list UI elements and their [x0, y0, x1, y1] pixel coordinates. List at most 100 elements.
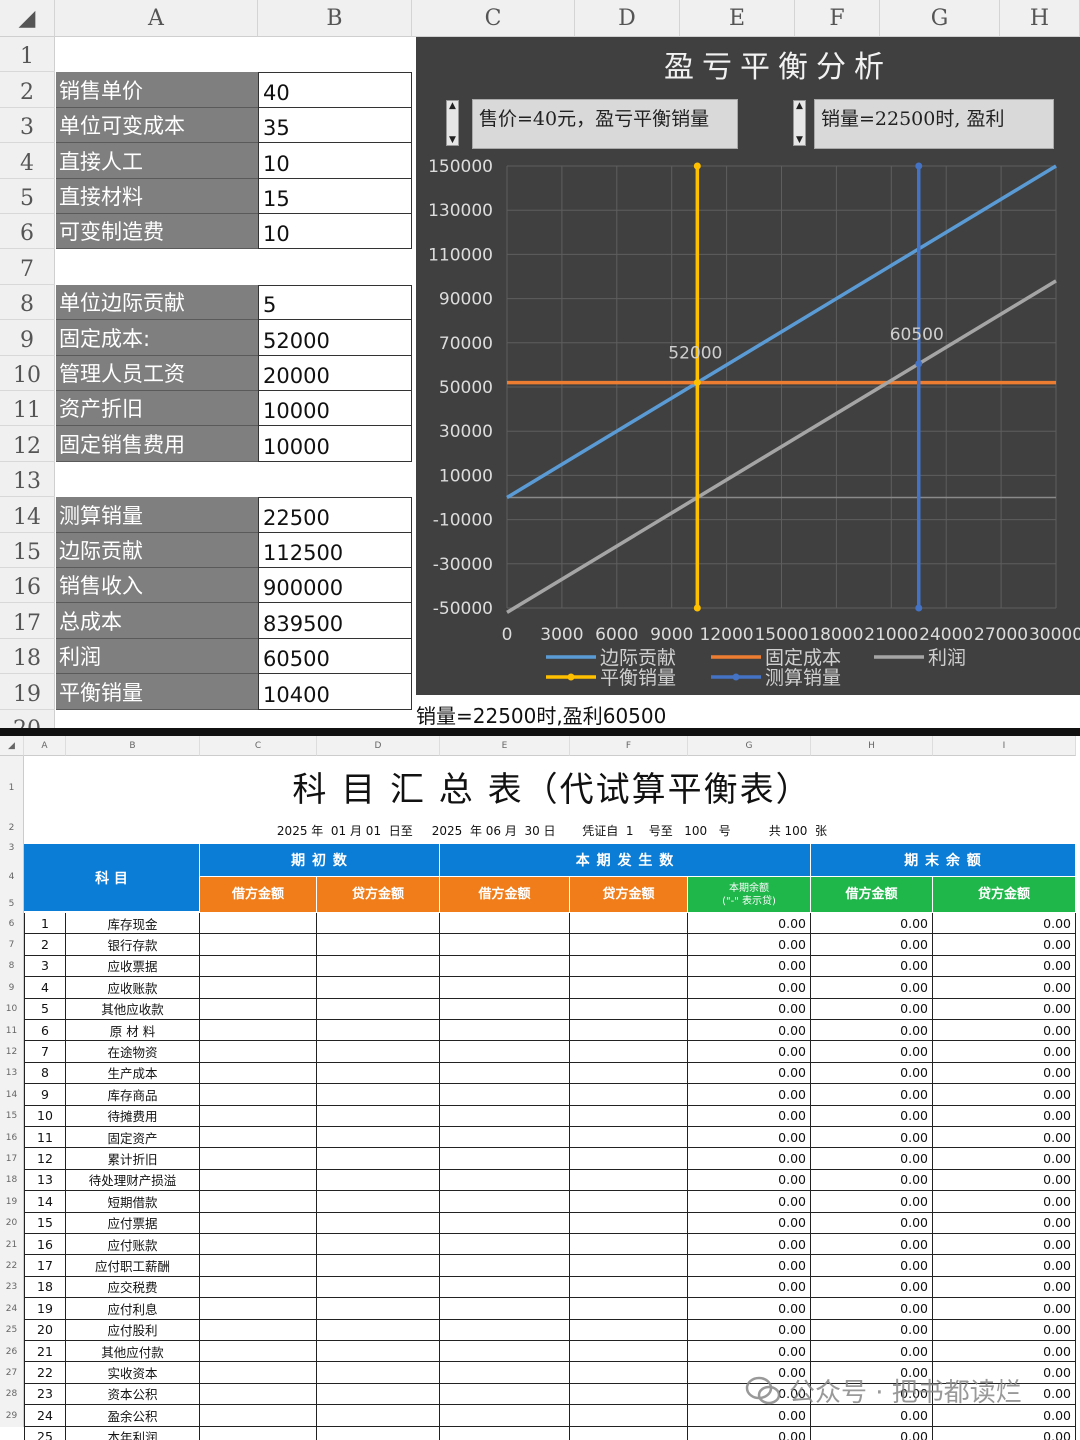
ledger-cell[interactable] — [440, 1298, 570, 1320]
row-header-18[interactable]: 18 — [0, 638, 55, 675]
closing-debit-cell[interactable]: 0.00 — [811, 1405, 933, 1427]
ledger-cell[interactable] — [440, 1383, 570, 1406]
ledger-cell[interactable] — [440, 1148, 570, 1170]
ledger-cell[interactable] — [570, 1298, 688, 1320]
row-header-23[interactable]: 23 — [0, 1276, 24, 1299]
closing-credit-cell[interactable]: 0.00 — [933, 1341, 1076, 1363]
row-header-6[interactable]: 6 — [0, 913, 24, 935]
ledger-cell[interactable] — [200, 1319, 317, 1341]
closing-debit-cell[interactable]: 0.00 — [811, 955, 933, 978]
row-header-15[interactable]: 15 — [0, 1105, 24, 1127]
row-header-4[interactable]: 4 — [0, 143, 55, 179]
closing-credit-cell[interactable]: 0.00 — [933, 1298, 1076, 1320]
closing-debit-cell[interactable]: 0.00 — [811, 1169, 933, 1192]
current-balance-cell[interactable]: 0.00 — [688, 1127, 811, 1149]
value-cell[interactable]: 10400 — [258, 674, 412, 710]
ledger-cell[interactable] — [317, 1405, 440, 1427]
closing-credit-cell[interactable]: 0.00 — [933, 977, 1076, 999]
row-header-18[interactable]: 18 — [0, 1169, 24, 1192]
ledger-cell[interactable] — [440, 998, 570, 1020]
ledger-cell[interactable] — [570, 1041, 688, 1063]
row-header-20[interactable]: 20 — [0, 709, 55, 728]
closing-credit-cell[interactable]: 0.00 — [933, 1062, 1076, 1085]
ledger-cell[interactable] — [317, 913, 440, 935]
value-cell[interactable]: 52000 — [258, 320, 412, 356]
value-cell[interactable]: 35 — [258, 107, 412, 144]
ledger-cell[interactable] — [440, 934, 570, 956]
column-header-I[interactable]: I — [933, 736, 1076, 756]
value-cell[interactable]: 40 — [258, 72, 412, 108]
ledger-cell[interactable] — [570, 1191, 688, 1213]
closing-debit-cell[interactable]: 0.00 — [811, 1148, 933, 1170]
closing-credit-cell[interactable]: 0.00 — [933, 955, 1076, 978]
row-header-8[interactable]: 8 — [0, 955, 24, 978]
ledger-cell[interactable] — [440, 1319, 570, 1341]
row-header-7[interactable]: 7 — [0, 934, 24, 956]
current-balance-cell[interactable]: 0.00 — [688, 1212, 811, 1234]
current-balance-cell[interactable]: 0.00 — [688, 998, 811, 1020]
closing-debit-cell[interactable]: 0.00 — [811, 1319, 933, 1341]
ledger-cell[interactable] — [200, 1383, 317, 1406]
closing-debit-cell[interactable]: 0.00 — [811, 1212, 933, 1234]
current-balance-cell[interactable]: 0.00 — [688, 1255, 811, 1277]
ledger-cell[interactable] — [200, 1341, 317, 1363]
ledger-cell[interactable] — [317, 1191, 440, 1213]
ledger-cell[interactable] — [200, 1405, 317, 1427]
value-cell[interactable]: 112500 — [258, 532, 412, 568]
row-header-25[interactable]: 25 — [0, 1319, 24, 1341]
closing-credit-cell[interactable]: 0.00 — [933, 1319, 1076, 1341]
ledger-cell[interactable] — [440, 1191, 570, 1213]
ledger-cell[interactable] — [570, 1341, 688, 1363]
ledger-cell[interactable] — [200, 1020, 317, 1042]
ledger-cell[interactable] — [570, 1383, 688, 1406]
closing-credit-cell[interactable]: 0.00 — [933, 1105, 1076, 1127]
row-header-8[interactable]: 8 — [0, 284, 55, 321]
closing-credit-cell[interactable]: 0.00 — [933, 998, 1076, 1020]
value-cell[interactable]: 20000 — [258, 355, 412, 391]
current-balance-cell[interactable]: 0.00 — [688, 1084, 811, 1106]
closing-credit-cell[interactable]: 0.00 — [933, 1383, 1076, 1406]
column-header-H[interactable]: H — [1000, 0, 1080, 37]
ledger-cell[interactable] — [317, 1020, 440, 1042]
ledger-cell[interactable] — [200, 1426, 317, 1440]
value-cell[interactable]: 22500 — [258, 497, 412, 533]
ledger-cell[interactable] — [200, 977, 317, 999]
column-header-C[interactable]: C — [412, 0, 575, 37]
current-balance-cell[interactable]: 0.00 — [688, 1169, 811, 1192]
column-header-E[interactable]: E — [680, 0, 795, 37]
ledger-cell[interactable] — [570, 1020, 688, 1042]
row-header-12[interactable]: 12 — [0, 1041, 24, 1063]
row-header-16[interactable]: 16 — [0, 568, 55, 604]
ledger-cell[interactable] — [570, 1405, 688, 1427]
ledger-cell[interactable] — [570, 1148, 688, 1170]
column-header-G[interactable]: G — [880, 0, 1000, 37]
closing-debit-cell[interactable]: 0.00 — [811, 1127, 933, 1149]
ledger-cell[interactable] — [200, 934, 317, 956]
row-header-10[interactable]: 10 — [0, 998, 24, 1020]
closing-debit-cell[interactable]: 0.00 — [811, 1426, 933, 1440]
ledger-cell[interactable] — [317, 1341, 440, 1363]
column-header-B[interactable]: B — [66, 736, 200, 756]
value-cell[interactable]: 900000 — [258, 568, 412, 604]
spinner-up-icon[interactable]: ▲ — [449, 101, 456, 111]
row-header-2[interactable]: 2 — [0, 72, 55, 108]
row-header-15[interactable]: 15 — [0, 532, 55, 568]
row-header-17[interactable]: 17 — [0, 1148, 24, 1170]
closing-credit-cell[interactable]: 0.00 — [933, 1255, 1076, 1277]
closing-debit-cell[interactable]: 0.00 — [811, 977, 933, 999]
ledger-cell[interactable] — [317, 1169, 440, 1192]
current-balance-cell[interactable]: 0.00 — [688, 1405, 811, 1427]
ledger-cell[interactable] — [200, 998, 317, 1020]
current-balance-cell[interactable]: 0.00 — [688, 1276, 811, 1299]
ledger-cell[interactable] — [317, 1276, 440, 1299]
closing-credit-cell[interactable]: 0.00 — [933, 934, 1076, 956]
value-cell[interactable]: 15 — [258, 178, 412, 214]
ledger-cell[interactable] — [440, 1105, 570, 1127]
closing-debit-cell[interactable]: 0.00 — [811, 998, 933, 1020]
column-header-F[interactable]: F — [570, 736, 688, 756]
ledger-cell[interactable] — [440, 1041, 570, 1063]
ledger-cell[interactable] — [200, 1169, 317, 1192]
ledger-cell[interactable] — [570, 934, 688, 956]
ledger-cell[interactable] — [317, 1255, 440, 1277]
ledger-cell[interactable] — [440, 1169, 570, 1192]
